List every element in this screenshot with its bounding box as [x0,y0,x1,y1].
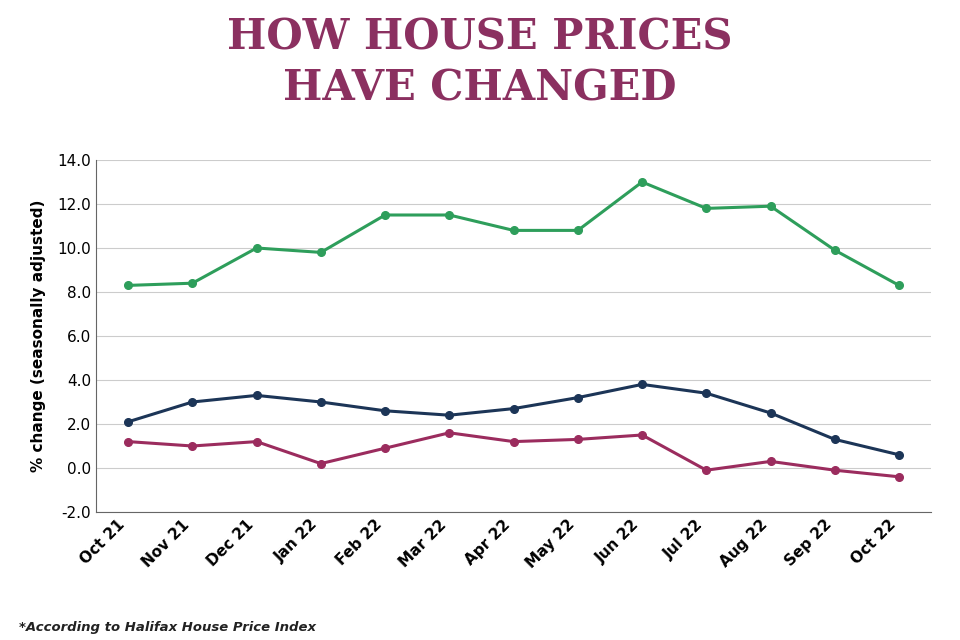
Monthly % change [572,436,584,444]
Annual % change [572,227,584,234]
Monthly % change [829,467,841,474]
Monthly % change [508,438,519,445]
Monthly % change [444,429,455,436]
Text: HOW HOUSE PRICES: HOW HOUSE PRICES [228,16,732,58]
3 Month on 3 Month
% change [508,404,519,412]
Annual % change [894,282,905,289]
Text: *According to Halifax House Price Index: *According to Halifax House Price Index [19,621,316,634]
Monthly % change [379,444,391,452]
3 Month on 3 Month
% change [765,409,777,417]
Monthly % change [701,467,712,474]
Monthly % change [186,442,198,450]
Line: Annual % change: Annual % change [124,178,903,289]
Annual % change [701,205,712,212]
3 Month on 3 Month
% change [186,398,198,406]
3 Month on 3 Month
% change [636,381,648,388]
Monthly % change [315,460,326,467]
Annual % change [122,282,133,289]
Text: HAVE CHANGED: HAVE CHANGED [283,67,677,109]
Annual % change [829,246,841,254]
3 Month on 3 Month
% change [122,418,133,426]
3 Month on 3 Month
% change [315,398,326,406]
3 Month on 3 Month
% change [701,389,712,397]
3 Month on 3 Month
% change [251,392,262,399]
Annual % change [765,202,777,210]
Line: 3 Month on 3 Month
% change: 3 Month on 3 Month % change [124,381,903,459]
Annual % change [636,178,648,186]
Annual % change [251,244,262,252]
3 Month on 3 Month
% change [572,394,584,401]
Annual % change [186,279,198,287]
Annual % change [444,211,455,219]
3 Month on 3 Month
% change [894,451,905,459]
3 Month on 3 Month
% change [379,407,391,415]
Annual % change [315,248,326,256]
Annual % change [508,227,519,234]
Monthly % change [122,438,133,445]
3 Month on 3 Month
% change [444,412,455,419]
Monthly % change [894,473,905,481]
Line: Monthly % change: Monthly % change [124,429,903,481]
Annual % change [379,211,391,219]
Y-axis label: % change (seasonally adjusted): % change (seasonally adjusted) [32,200,46,472]
3 Month on 3 Month
% change [829,436,841,444]
Monthly % change [636,431,648,439]
Monthly % change [251,438,262,445]
Monthly % change [765,458,777,465]
